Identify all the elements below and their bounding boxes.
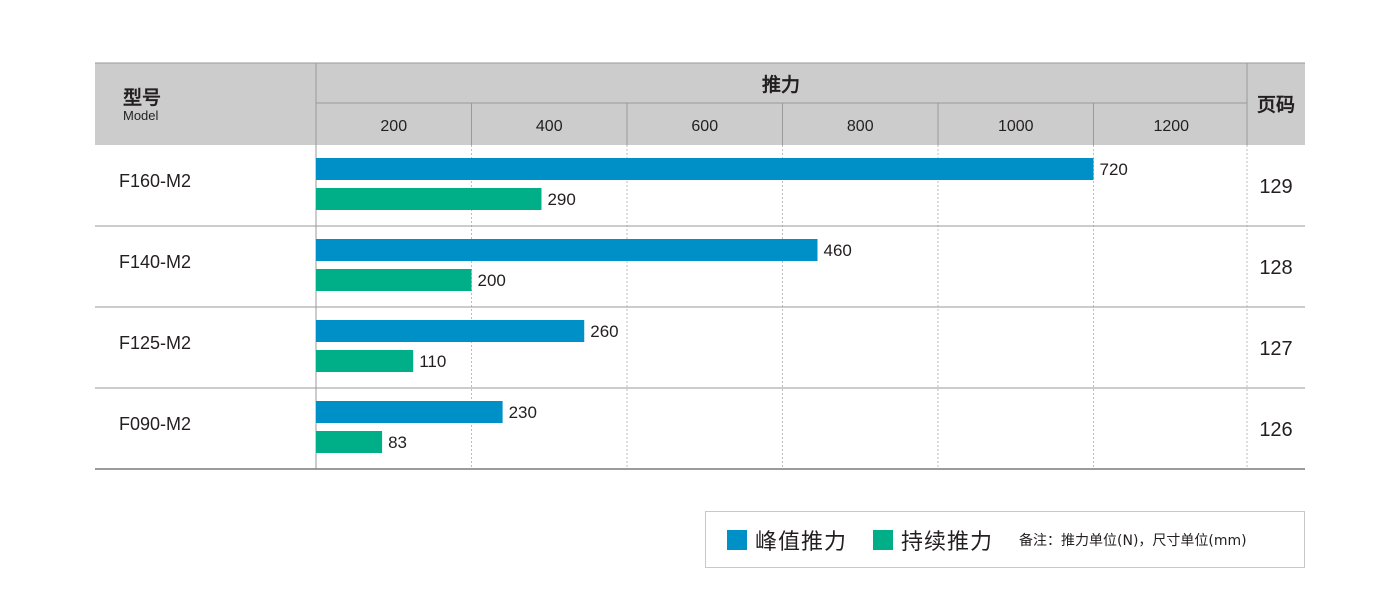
bar-value-label: 460 <box>823 241 851 260</box>
x-tick-label: 400 <box>536 118 563 135</box>
bar-value-label: 260 <box>590 322 618 341</box>
x-tick-label: 1000 <box>998 118 1034 135</box>
model-header-cn: 型号 <box>123 86 161 109</box>
page-number: 128 <box>1259 257 1292 279</box>
bar-continuous <box>316 431 383 453</box>
bar-peak <box>316 320 585 342</box>
model-label: F160-M2 <box>119 171 191 191</box>
bar-value-label: 200 <box>478 271 506 290</box>
x-tick-label: 600 <box>691 118 718 135</box>
legend-box: 峰值推力 持续推力 备注：推力单位(N)，尺寸单位(mm) <box>705 511 1305 568</box>
legend-swatch-peak <box>727 529 747 550</box>
model-label: F090-M2 <box>119 414 191 434</box>
header-background <box>95 63 1305 145</box>
model-header-en: Model <box>123 108 159 123</box>
bars-layer: 720 460 260 230 290 200 110 83 <box>316 158 1128 453</box>
legend-item-peak: 峰值推力 <box>727 524 847 556</box>
bar-peak <box>316 239 818 261</box>
model-label: F125-M2 <box>119 333 191 353</box>
force-header: 推力 <box>762 73 800 96</box>
legend-label-continuous: 持续推力 <box>901 529 994 555</box>
x-tick-label: 200 <box>380 118 407 135</box>
x-tick-label: 1200 <box>1153 118 1189 135</box>
model-label: F140-M2 <box>119 252 191 272</box>
page-number: 127 <box>1259 338 1292 360</box>
legend-item-continuous: 持续推力 <box>873 524 993 556</box>
bar-continuous <box>316 269 472 291</box>
bar-peak <box>316 158 1094 180</box>
bar-value-label: 290 <box>547 190 575 209</box>
bar-peak <box>316 401 503 423</box>
page-header: 页码 <box>1257 95 1295 116</box>
bar-value-label: 230 <box>509 403 537 422</box>
bar-value-label: 83 <box>388 433 407 452</box>
rows-layer: F160-M2 129 F140-M2 128 F125-M2 127 F090-M2 126 <box>95 171 1305 470</box>
legend-swatch-continuous <box>873 529 894 550</box>
bar-continuous <box>316 350 414 372</box>
page-number: 126 <box>1259 419 1292 441</box>
bar-continuous <box>316 188 542 210</box>
bar-value-label: 720 <box>1100 160 1128 179</box>
legend-note: 备注：推力单位(N)，尺寸单位(mm) <box>1019 532 1247 549</box>
x-tick-label: 800 <box>847 118 874 135</box>
page-number: 129 <box>1259 176 1292 198</box>
legend-label-peak: 峰值推力 <box>755 529 848 555</box>
x-axis-ticks: 200 400 600 800 1000 1200 <box>380 118 1189 135</box>
bar-value-label: 110 <box>419 352 446 371</box>
